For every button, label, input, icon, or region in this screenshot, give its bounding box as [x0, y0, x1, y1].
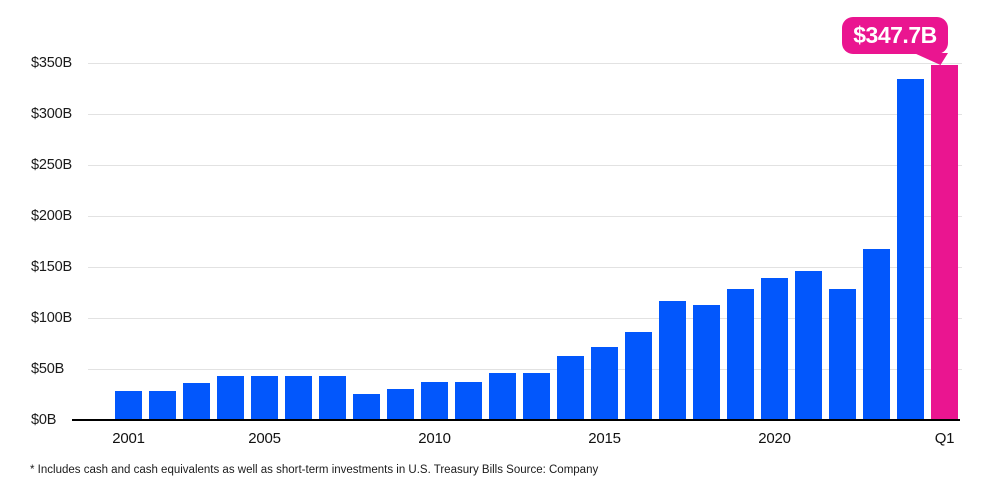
- bar: [591, 347, 618, 420]
- gridline: [88, 165, 962, 166]
- bar: [285, 376, 312, 420]
- gridline: [88, 318, 962, 319]
- bar: [625, 332, 652, 420]
- y-axis-tick-label: $100B: [31, 310, 72, 326]
- bar: [863, 249, 890, 420]
- x-axis-tick-label: 2020: [758, 430, 791, 447]
- gridline: [88, 369, 962, 370]
- y-axis-tick-label: $350B: [31, 55, 72, 71]
- footnote-text: * Includes cash and cash equivalents as …: [30, 464, 599, 476]
- y-axis-tick-label: $0B: [31, 412, 57, 428]
- bar: [183, 383, 210, 420]
- gridline: [88, 63, 962, 64]
- bar: [217, 376, 244, 420]
- callout-value-label: $347.7B: [853, 22, 937, 48]
- bar: [489, 373, 516, 420]
- bar: [251, 376, 278, 420]
- y-axis-tick-label: $200B: [31, 208, 72, 224]
- x-axis-tick-label: 2015: [588, 430, 621, 447]
- y-axis-tick-label: $250B: [31, 157, 72, 173]
- bar: [523, 373, 550, 420]
- bar: [829, 289, 856, 420]
- bar: [421, 382, 448, 420]
- bar: [319, 376, 346, 420]
- bar-highlighted: [931, 65, 958, 420]
- bar: [693, 305, 720, 420]
- x-axis-tick-label: 2001: [112, 430, 145, 447]
- value-callout-badge: $347.7B: [842, 17, 948, 65]
- bar: [387, 389, 414, 420]
- bar: [795, 271, 822, 420]
- gridline: [88, 216, 962, 217]
- y-axis-tick-label: $50B: [31, 361, 65, 377]
- bar: [115, 391, 142, 420]
- bar: [659, 301, 686, 420]
- gridline: [88, 114, 962, 115]
- bar: [727, 289, 754, 420]
- x-axis-tick-label: 2005: [248, 430, 281, 447]
- x-axis-line: [72, 419, 960, 421]
- gridline: [88, 267, 962, 268]
- y-axis-tick-label: $300B: [31, 106, 72, 122]
- x-axis-tick-label: Q1: [934, 430, 955, 447]
- bar: [897, 79, 924, 420]
- y-axis-tick-label: $150B: [31, 259, 72, 275]
- bar: [761, 278, 788, 420]
- x-axis-tick-label: 2010: [418, 430, 451, 447]
- bar: [455, 382, 482, 420]
- bar: [149, 391, 176, 420]
- bar: [353, 394, 380, 420]
- bar: [557, 356, 584, 420]
